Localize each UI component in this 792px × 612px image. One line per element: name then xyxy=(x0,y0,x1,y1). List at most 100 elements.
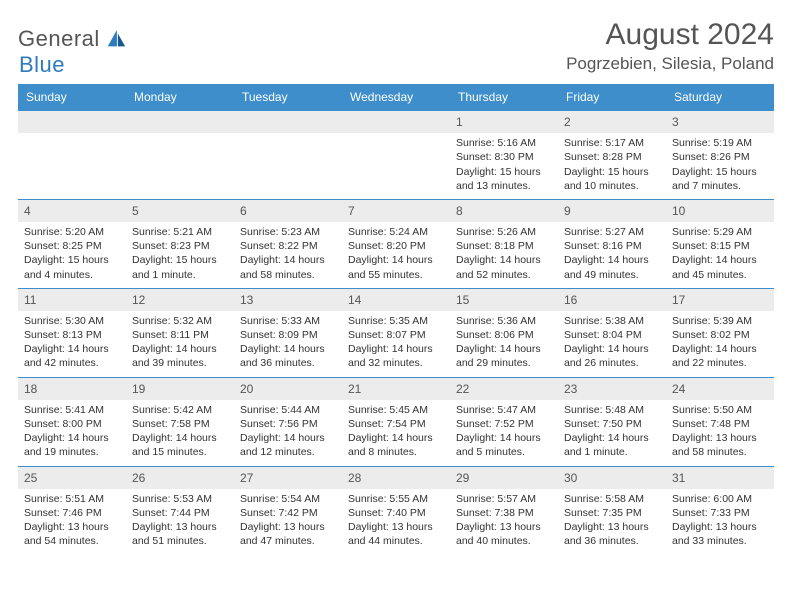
daylight-line: Daylight: 13 hours and 40 minutes. xyxy=(456,520,552,548)
calendar-page: General August 2024 Pogrzebien, Silesia,… xyxy=(0,0,792,564)
calendar-day-cell xyxy=(234,110,342,199)
day-content: Sunrise: 5:47 AMSunset: 7:52 PMDaylight:… xyxy=(450,400,558,466)
sunrise-line: Sunrise: 5:26 AM xyxy=(456,225,552,239)
sunset-line: Sunset: 8:00 PM xyxy=(24,417,120,431)
day-content: Sunrise: 5:20 AMSunset: 8:25 PMDaylight:… xyxy=(18,222,126,288)
calendar-day-cell: 15Sunrise: 5:36 AMSunset: 8:06 PMDayligh… xyxy=(450,288,558,377)
sunrise-line: Sunrise: 5:32 AM xyxy=(132,314,228,328)
sunrise-line: Sunrise: 5:51 AM xyxy=(24,492,120,506)
day-content: Sunrise: 5:17 AMSunset: 8:28 PMDaylight:… xyxy=(558,133,666,199)
sunrise-line: Sunrise: 5:39 AM xyxy=(672,314,768,328)
title-area: August 2024 Pogrzebien, Silesia, Poland xyxy=(566,18,774,74)
daylight-line: Daylight: 13 hours and 51 minutes. xyxy=(132,520,228,548)
day-content: Sunrise: 5:55 AMSunset: 7:40 PMDaylight:… xyxy=(342,489,450,555)
day-number: 22 xyxy=(450,377,558,400)
empty-day-content xyxy=(342,133,450,193)
location-text: Pogrzebien, Silesia, Poland xyxy=(566,54,774,74)
daylight-line: Daylight: 15 hours and 4 minutes. xyxy=(24,253,120,281)
sunset-line: Sunset: 7:50 PM xyxy=(564,417,660,431)
day-number: 10 xyxy=(666,199,774,222)
sunset-line: Sunset: 7:42 PM xyxy=(240,506,336,520)
calendar-day-cell xyxy=(342,110,450,199)
sunset-line: Sunset: 8:02 PM xyxy=(672,328,768,342)
day-content: Sunrise: 5:45 AMSunset: 7:54 PMDaylight:… xyxy=(342,400,450,466)
sunrise-line: Sunrise: 5:21 AM xyxy=(132,225,228,239)
sunset-line: Sunset: 8:06 PM xyxy=(456,328,552,342)
logo-blue-wrap: Blue xyxy=(19,52,65,78)
daylight-line: Daylight: 14 hours and 55 minutes. xyxy=(348,253,444,281)
day-content: Sunrise: 5:33 AMSunset: 8:09 PMDaylight:… xyxy=(234,311,342,377)
day-content: Sunrise: 5:26 AMSunset: 8:18 PMDaylight:… xyxy=(450,222,558,288)
calendar-week-row: 4Sunrise: 5:20 AMSunset: 8:25 PMDaylight… xyxy=(18,199,774,288)
empty-day-content xyxy=(234,133,342,193)
sunrise-line: Sunrise: 5:53 AM xyxy=(132,492,228,506)
sunset-line: Sunset: 8:04 PM xyxy=(564,328,660,342)
day-content: Sunrise: 5:53 AMSunset: 7:44 PMDaylight:… xyxy=(126,489,234,555)
day-number: 25 xyxy=(18,466,126,489)
day-content: Sunrise: 5:58 AMSunset: 7:35 PMDaylight:… xyxy=(558,489,666,555)
calendar-day-cell: 20Sunrise: 5:44 AMSunset: 7:56 PMDayligh… xyxy=(234,377,342,466)
day-content: Sunrise: 5:19 AMSunset: 8:26 PMDaylight:… xyxy=(666,133,774,199)
day-number: 13 xyxy=(234,288,342,311)
sunrise-line: Sunrise: 5:47 AM xyxy=(456,403,552,417)
logo-sail-icon xyxy=(105,28,127,50)
sunset-line: Sunset: 7:52 PM xyxy=(456,417,552,431)
daylight-line: Daylight: 13 hours and 58 minutes. xyxy=(672,431,768,459)
calendar-day-cell: 27Sunrise: 5:54 AMSunset: 7:42 PMDayligh… xyxy=(234,466,342,555)
daylight-line: Daylight: 14 hours and 45 minutes. xyxy=(672,253,768,281)
sunset-line: Sunset: 8:26 PM xyxy=(672,150,768,164)
day-number: 8 xyxy=(450,199,558,222)
sunrise-line: Sunrise: 5:44 AM xyxy=(240,403,336,417)
day-number: 18 xyxy=(18,377,126,400)
sunset-line: Sunset: 8:11 PM xyxy=(132,328,228,342)
weekday-header: Tuesday xyxy=(234,84,342,110)
day-number: 28 xyxy=(342,466,450,489)
daylight-line: Daylight: 14 hours and 39 minutes. xyxy=(132,342,228,370)
sunset-line: Sunset: 7:58 PM xyxy=(132,417,228,431)
daylight-line: Daylight: 14 hours and 49 minutes. xyxy=(564,253,660,281)
day-content: Sunrise: 5:38 AMSunset: 8:04 PMDaylight:… xyxy=(558,311,666,377)
calendar-day-cell: 22Sunrise: 5:47 AMSunset: 7:52 PMDayligh… xyxy=(450,377,558,466)
calendar-day-cell: 24Sunrise: 5:50 AMSunset: 7:48 PMDayligh… xyxy=(666,377,774,466)
calendar-week-row: 11Sunrise: 5:30 AMSunset: 8:13 PMDayligh… xyxy=(18,288,774,377)
empty-day-num xyxy=(342,110,450,133)
day-number: 3 xyxy=(666,110,774,133)
empty-day-num xyxy=(18,110,126,133)
day-content: Sunrise: 5:51 AMSunset: 7:46 PMDaylight:… xyxy=(18,489,126,555)
daylight-line: Daylight: 13 hours and 47 minutes. xyxy=(240,520,336,548)
daylight-line: Daylight: 14 hours and 42 minutes. xyxy=(24,342,120,370)
calendar-day-cell: 11Sunrise: 5:30 AMSunset: 8:13 PMDayligh… xyxy=(18,288,126,377)
sunrise-line: Sunrise: 5:57 AM xyxy=(456,492,552,506)
sunset-line: Sunset: 8:30 PM xyxy=(456,150,552,164)
daylight-line: Daylight: 14 hours and 22 minutes. xyxy=(672,342,768,370)
day-number: 1 xyxy=(450,110,558,133)
sunset-line: Sunset: 7:35 PM xyxy=(564,506,660,520)
day-content: Sunrise: 5:36 AMSunset: 8:06 PMDaylight:… xyxy=(450,311,558,377)
daylight-line: Daylight: 14 hours and 5 minutes. xyxy=(456,431,552,459)
calendar-day-cell: 14Sunrise: 5:35 AMSunset: 8:07 PMDayligh… xyxy=(342,288,450,377)
sunset-line: Sunset: 8:09 PM xyxy=(240,328,336,342)
day-number: 26 xyxy=(126,466,234,489)
sunrise-line: Sunrise: 5:30 AM xyxy=(24,314,120,328)
calendar-day-cell: 31Sunrise: 6:00 AMSunset: 7:33 PMDayligh… xyxy=(666,466,774,555)
daylight-line: Daylight: 14 hours and 19 minutes. xyxy=(24,431,120,459)
day-content: Sunrise: 5:35 AMSunset: 8:07 PMDaylight:… xyxy=(342,311,450,377)
day-content: Sunrise: 5:54 AMSunset: 7:42 PMDaylight:… xyxy=(234,489,342,555)
day-number: 20 xyxy=(234,377,342,400)
daylight-line: Daylight: 15 hours and 7 minutes. xyxy=(672,165,768,193)
sunrise-line: Sunrise: 5:24 AM xyxy=(348,225,444,239)
calendar-day-cell: 10Sunrise: 5:29 AMSunset: 8:15 PMDayligh… xyxy=(666,199,774,288)
sunrise-line: Sunrise: 5:41 AM xyxy=(24,403,120,417)
day-content: Sunrise: 5:50 AMSunset: 7:48 PMDaylight:… xyxy=(666,400,774,466)
sunset-line: Sunset: 8:18 PM xyxy=(456,239,552,253)
calendar-day-cell: 26Sunrise: 5:53 AMSunset: 7:44 PMDayligh… xyxy=(126,466,234,555)
weekday-header: Wednesday xyxy=(342,84,450,110)
page-header: General August 2024 Pogrzebien, Silesia,… xyxy=(18,18,774,74)
daylight-line: Daylight: 14 hours and 32 minutes. xyxy=(348,342,444,370)
day-number: 5 xyxy=(126,199,234,222)
calendar-week-row: 1Sunrise: 5:16 AMSunset: 8:30 PMDaylight… xyxy=(18,110,774,199)
daylight-line: Daylight: 15 hours and 13 minutes. xyxy=(456,165,552,193)
day-number: 19 xyxy=(126,377,234,400)
day-number: 21 xyxy=(342,377,450,400)
day-number: 30 xyxy=(558,466,666,489)
